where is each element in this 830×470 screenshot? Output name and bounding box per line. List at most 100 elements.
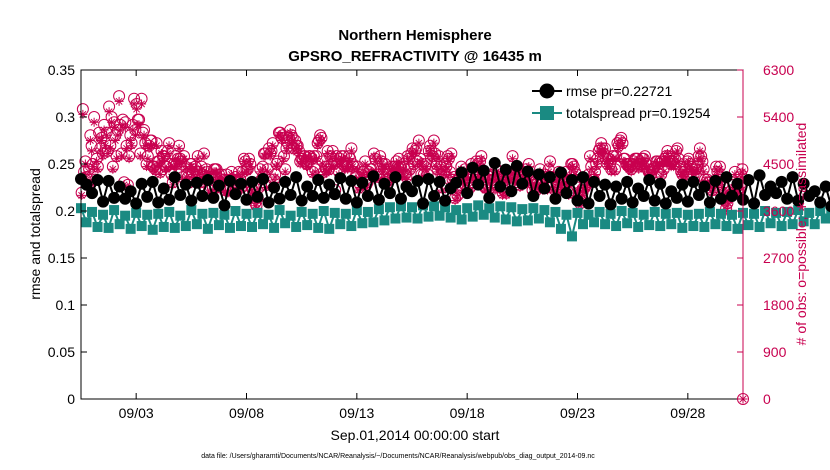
assimilated-obs-point <box>283 141 293 151</box>
assimilated-obs-point <box>375 154 385 164</box>
assimilated-obs-point <box>495 175 505 185</box>
assimilated-obs-point <box>263 167 273 177</box>
assimilated-obs-point <box>227 169 237 179</box>
rmse-point <box>698 180 711 193</box>
totalspread-point <box>412 213 423 224</box>
assimilated-obs-point <box>684 156 694 166</box>
assimilated-obs-point <box>286 133 296 143</box>
totalspread-point <box>379 215 390 226</box>
assimilated-obs-point <box>722 201 732 211</box>
assimilated-obs-point <box>730 169 740 179</box>
legend-rmse-label: rmse pr=0.22721 <box>566 83 672 99</box>
assimilated-obs-point <box>529 183 539 192</box>
rmse-point <box>615 192 628 205</box>
legend-spread-marker <box>540 106 554 120</box>
legend: rmse pr=0.22721 totalspread pr=0.19254 <box>528 78 736 126</box>
totalspread-point <box>285 210 296 221</box>
assimilated-obs-point <box>674 156 684 166</box>
rmse-point <box>372 193 385 206</box>
rmse-point <box>599 178 612 191</box>
assimilated-obs-point <box>421 162 431 172</box>
assimilated-obs-point <box>691 167 701 177</box>
totalspread-point <box>335 219 346 230</box>
rmse-point <box>494 180 507 193</box>
totalspread-point <box>688 221 699 232</box>
assimilated-obs-point <box>429 138 439 148</box>
rmse-point <box>759 189 772 202</box>
y-tick-label: 0.05 <box>48 344 75 360</box>
totalspread-point <box>809 219 820 230</box>
assimilated-obs-point <box>568 162 578 172</box>
totalspread-point <box>605 208 616 219</box>
assimilated-obs-point <box>379 167 389 177</box>
assimilated-obs-point <box>112 154 122 164</box>
assimilated-obs-point <box>435 164 445 174</box>
assimilated-obs-point <box>445 169 455 179</box>
assimilated-obs-point <box>484 172 494 182</box>
totalspread-point <box>451 205 462 216</box>
totalspread-point <box>820 213 830 224</box>
assimilated-obs-point <box>339 154 349 164</box>
assimilated-obs-point <box>180 164 190 174</box>
assimilated-obs-point <box>130 130 140 140</box>
series-layer <box>75 157 830 242</box>
totalspread-point <box>578 219 589 230</box>
assimilated-obs-point <box>99 125 109 135</box>
rmse-point <box>797 177 810 190</box>
totalspread-point <box>302 220 313 231</box>
rmse-point <box>130 197 143 210</box>
totalspread-point <box>175 210 186 221</box>
assimilated-obs-point <box>478 175 488 185</box>
totalspread-point <box>224 222 235 233</box>
rmse-point <box>163 193 176 206</box>
assimilated-obs-point <box>164 141 174 151</box>
totalspread-point <box>346 221 357 232</box>
rmse-point <box>86 187 99 200</box>
totalspread-point <box>726 209 737 220</box>
rmse-point <box>825 200 830 213</box>
totalspread-point <box>533 213 544 224</box>
totalspread-point <box>109 205 120 216</box>
assimilated-obs-point <box>611 154 621 164</box>
rmse-point <box>234 177 247 190</box>
rmse-point <box>417 197 430 210</box>
assimilated-obs-point <box>361 183 371 192</box>
assimilated-obs-point <box>474 169 484 179</box>
totalspread-point <box>445 212 456 223</box>
rmse-point <box>251 190 264 203</box>
assimilated-obs-point <box>129 99 139 109</box>
totalspread-point <box>407 202 417 213</box>
totalspread-point <box>235 221 246 232</box>
assimilated-obs-point <box>84 167 94 177</box>
totalspread-point <box>390 213 401 224</box>
assimilated-obs-point <box>293 143 303 153</box>
assimilated-obs-point <box>265 151 275 161</box>
assimilated-obs-point <box>142 162 152 172</box>
assimilated-obs-point <box>199 151 209 161</box>
rmse-point <box>383 187 396 200</box>
assimilated-obs-point <box>721 206 731 216</box>
x-tick-label: 09/23 <box>560 405 595 421</box>
rmse-point <box>328 188 341 201</box>
assimilated-obs-point <box>313 141 323 151</box>
assimilated-obs-point <box>328 149 338 159</box>
assimilated-obs-point <box>414 138 424 148</box>
totalspread-point <box>467 211 478 222</box>
assimilated-obs-point <box>240 159 250 169</box>
assimilated-obs-point <box>669 162 679 172</box>
totalspread-point <box>544 217 555 228</box>
assimilated-obs-point <box>400 172 410 182</box>
totalspread-point <box>583 209 594 220</box>
totalspread-point <box>815 206 826 216</box>
assimilated-obs-point <box>331 154 341 164</box>
assimilated-obs-point <box>582 180 592 190</box>
rmse-point <box>378 177 391 190</box>
totalspread-point <box>373 204 384 215</box>
assimilated-obs-point <box>341 162 351 172</box>
footer-data-file: data file: /Users/gharamti/Documents/NCA… <box>201 453 595 460</box>
totalspread-point <box>318 206 329 216</box>
totalspread-point <box>782 206 793 217</box>
assimilated-obs-point <box>614 143 624 153</box>
rmse-point <box>577 171 590 184</box>
rmse-point <box>775 175 788 188</box>
